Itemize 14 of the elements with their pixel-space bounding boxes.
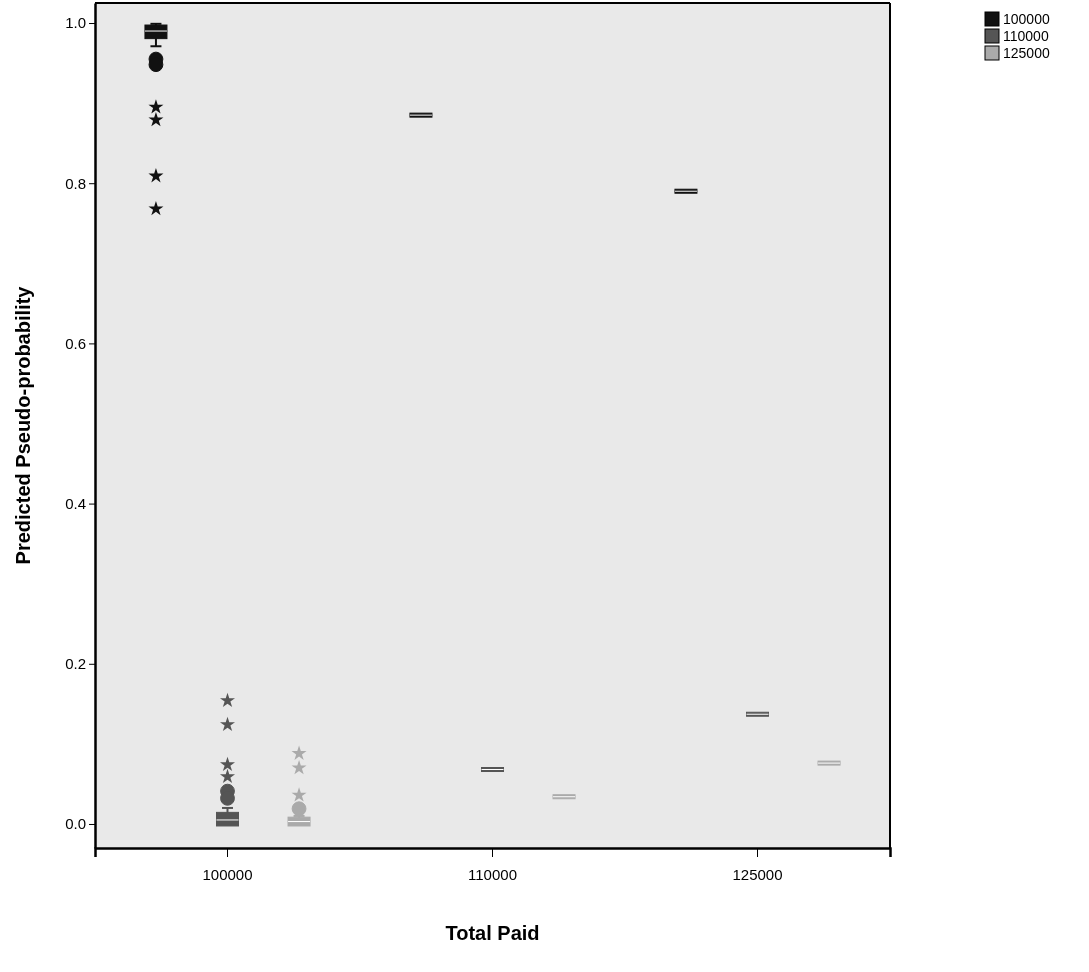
y-axis-title: Predicted Pseudo-probability [12, 285, 34, 565]
legend-label: 110000 [1003, 28, 1049, 44]
y-tick-label: 0.2 [65, 655, 86, 673]
x-tick-label: 125000 [732, 865, 783, 883]
legend-label: 100000 [1003, 11, 1050, 27]
x-tick-label: 100000 [202, 865, 253, 883]
y-tick-label: 1.0 [65, 14, 86, 32]
x-axis-title: Total Paid [445, 922, 540, 944]
legend-label: 125000 [1003, 45, 1050, 61]
y-tick-label: 0.0 [65, 815, 86, 833]
y-tick-label: 0.4 [65, 494, 86, 512]
x-tick-label: 110000 [468, 865, 517, 883]
y-tick-label: 0.8 [65, 174, 86, 192]
y-tick-label: 0.6 [65, 334, 86, 352]
